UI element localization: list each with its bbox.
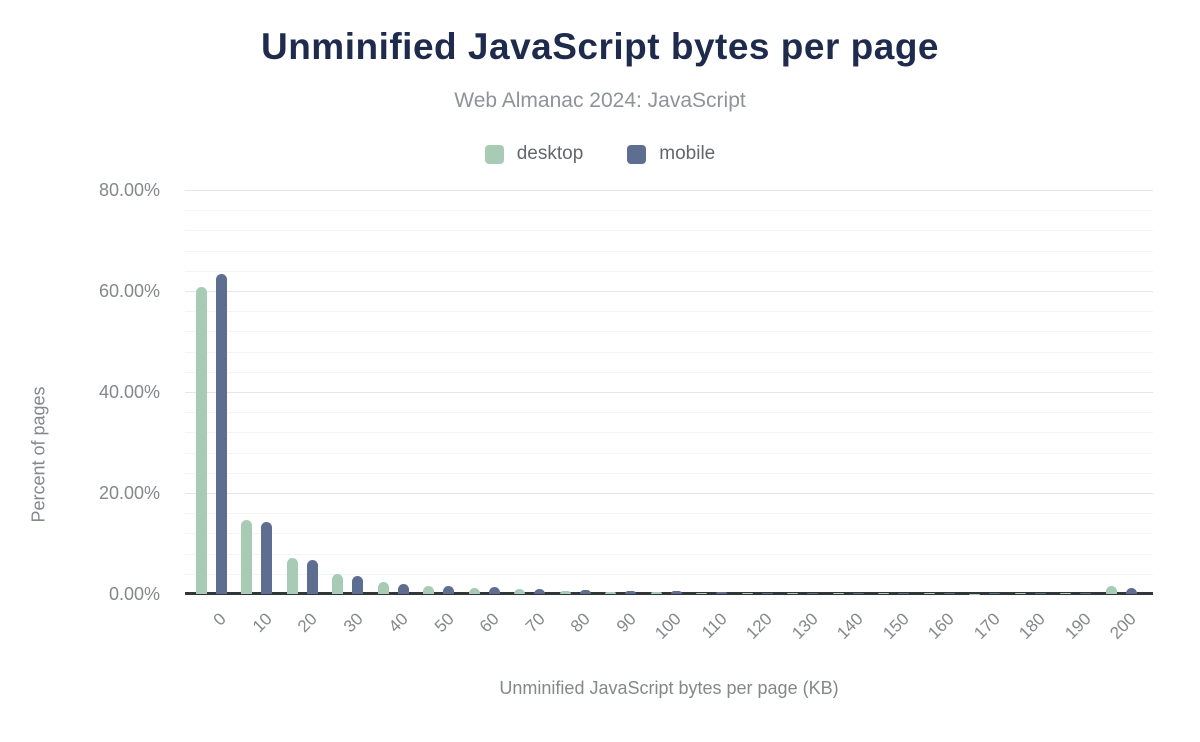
bar-desktop-130[interactable] [787, 593, 798, 594]
minor-gridline [185, 210, 1153, 212]
bar-desktop-190[interactable] [1060, 593, 1071, 594]
bar-desktop-200[interactable] [1105, 586, 1117, 594]
bar-mobile-110[interactable] [716, 592, 727, 594]
minor-gridline [185, 432, 1153, 434]
minor-gridline [185, 311, 1153, 313]
bar-mobile-190[interactable] [1080, 592, 1091, 594]
bar-mobile-30[interactable] [352, 576, 363, 594]
major-gridline [185, 392, 1153, 393]
minor-gridline [185, 412, 1153, 414]
desktop-swatch-icon [484, 144, 504, 164]
minor-gridline [185, 250, 1153, 252]
bar-desktop-170[interactable] [969, 593, 980, 594]
bar-desktop-70[interactable] [514, 589, 525, 594]
plot-area [185, 190, 1153, 595]
y-tick-label: 60.00% [98, 281, 160, 301]
minor-gridline [185, 351, 1153, 353]
legend-item-mobile: mobile [627, 143, 715, 165]
minor-gridline [185, 270, 1153, 272]
minor-gridline [185, 533, 1153, 535]
mobile-swatch-icon [627, 144, 647, 164]
major-gridline [185, 493, 1153, 494]
bar-desktop-30[interactable] [332, 573, 343, 594]
bar-mobile-170[interactable] [989, 593, 1000, 594]
bar-desktop-40[interactable] [377, 582, 389, 594]
legend: desktop mobile [0, 142, 1200, 166]
bar-mobile-160[interactable] [943, 593, 955, 594]
x-axis-title: Unminified JavaScript bytes per page (KB… [499, 678, 839, 698]
minor-gridline [185, 513, 1153, 515]
bar-mobile-70[interactable] [534, 588, 545, 594]
minor-gridline [185, 371, 1153, 373]
legend-label-mobile: mobile [659, 143, 716, 164]
y-tick-label: 80.00% [98, 180, 160, 200]
bar-mobile-120[interactable] [761, 592, 773, 594]
major-gridline [185, 190, 1153, 191]
bar-desktop-20[interactable] [286, 558, 298, 594]
y-tick-label: 40.00% [98, 382, 160, 402]
bar-desktop-110[interactable] [696, 592, 707, 594]
bar-desktop-140[interactable] [832, 593, 844, 594]
y-tick-label: 20.00% [98, 483, 160, 503]
bar-mobile-150[interactable] [898, 593, 909, 594]
bar-mobile-90[interactable] [625, 590, 636, 594]
y-tick-label: 0.00% [108, 584, 160, 604]
minor-gridline [185, 472, 1153, 474]
bar-mobile-50[interactable] [443, 585, 454, 594]
bar-mobile-0[interactable] [215, 273, 227, 594]
legend-label-desktop: desktop [516, 143, 584, 164]
bar-desktop-90[interactable] [605, 591, 616, 594]
chart-title: Unminified JavaScript bytes per page [260, 26, 940, 67]
bar-mobile-80[interactable] [579, 590, 591, 594]
bar-mobile-60[interactable] [488, 586, 500, 594]
bar-mobile-40[interactable] [397, 584, 409, 594]
bar-mobile-130[interactable] [807, 592, 818, 594]
bar-mobile-140[interactable] [852, 593, 864, 594]
bar-desktop-180[interactable] [1014, 593, 1026, 594]
minor-gridline [185, 452, 1153, 454]
bar-mobile-20[interactable] [306, 559, 318, 594]
bar-desktop-60[interactable] [468, 587, 480, 594]
bar-desktop-120[interactable] [741, 592, 753, 594]
bar-mobile-100[interactable] [670, 591, 682, 594]
minor-gridline [185, 573, 1153, 575]
bar-mobile-200[interactable] [1125, 587, 1137, 594]
bar-desktop-0[interactable] [195, 287, 207, 594]
bar-mobile-180[interactable] [1034, 593, 1046, 594]
bar-desktop-150[interactable] [878, 593, 889, 594]
chart-subtitle: Web Almanac 2024: JavaScript [454, 89, 746, 112]
bar-mobile-10[interactable] [261, 522, 272, 594]
y-axis-title: Percent of pages [28, 386, 49, 523]
major-gridline [185, 291, 1153, 292]
bar-desktop-160[interactable] [923, 593, 935, 594]
bar-desktop-10[interactable] [241, 520, 252, 594]
bar-desktop-100[interactable] [650, 591, 662, 594]
legend-item-desktop: desktop [484, 143, 584, 165]
x-axis-baseline [185, 592, 1153, 595]
minor-gridline [185, 553, 1153, 555]
minor-gridline [185, 331, 1153, 333]
bar-desktop-80[interactable] [559, 590, 571, 594]
minor-gridline [185, 230, 1153, 232]
bar-desktop-50[interactable] [423, 586, 434, 594]
